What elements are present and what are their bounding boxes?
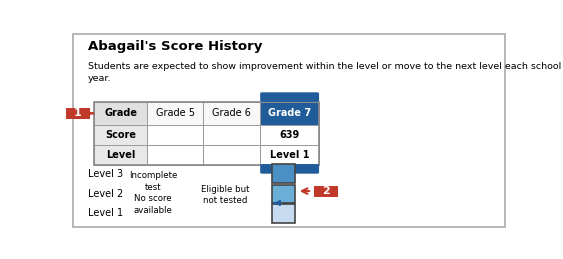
Bar — [272, 204, 294, 222]
Text: Level 1: Level 1 — [270, 150, 310, 160]
Bar — [203, 125, 260, 145]
Bar — [147, 145, 203, 165]
Bar — [260, 125, 319, 145]
Bar — [66, 108, 90, 119]
Text: Grade 6: Grade 6 — [212, 108, 251, 118]
Bar — [260, 145, 319, 165]
FancyBboxPatch shape — [260, 164, 319, 174]
Bar — [95, 145, 147, 165]
Text: Incomplete
test
No score
available: Incomplete test No score available — [129, 171, 177, 214]
Text: Grade: Grade — [104, 108, 137, 118]
Bar — [314, 186, 338, 197]
FancyBboxPatch shape — [260, 92, 319, 102]
Text: Grade 7: Grade 7 — [268, 108, 311, 118]
Text: Level 1: Level 1 — [88, 208, 123, 218]
Text: Eligible but
not tested: Eligible but not tested — [201, 184, 249, 205]
Text: Students are expected to show improvement within the level or move to the next l: Students are expected to show improvemen… — [88, 62, 561, 83]
Text: Level: Level — [106, 150, 135, 160]
Text: Score: Score — [105, 130, 136, 140]
Bar — [147, 102, 203, 125]
Bar — [272, 164, 294, 183]
Text: 1: 1 — [74, 108, 82, 118]
Text: Grade 5: Grade 5 — [155, 108, 195, 118]
Bar — [95, 102, 147, 125]
Bar — [203, 102, 260, 125]
Text: Level 3: Level 3 — [88, 169, 123, 179]
Bar — [95, 125, 147, 145]
Text: Abagail's Score History: Abagail's Score History — [88, 40, 262, 53]
Bar — [147, 125, 203, 145]
Text: Level 2: Level 2 — [88, 189, 123, 199]
Bar — [272, 185, 294, 203]
Bar — [260, 102, 319, 125]
Bar — [203, 145, 260, 165]
Bar — [95, 102, 319, 165]
Text: 2: 2 — [323, 186, 330, 196]
Text: 639: 639 — [279, 130, 300, 140]
